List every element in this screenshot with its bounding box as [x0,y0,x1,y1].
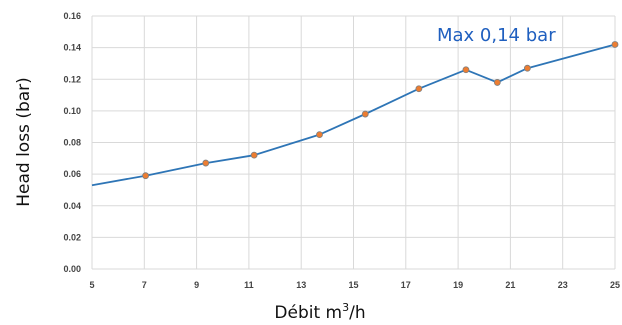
x-tick-label: 7 [142,280,147,290]
x-tick-label: 21 [505,280,515,290]
x-axis-title-sup: 3 [342,301,349,314]
x-axis-title: Débit m3/h [274,301,365,323]
x-axis-ticks: 5 7 9 11 13 15 17 19 21 23 25 [89,280,620,290]
y-tick-label: 0.00 [63,264,81,274]
data-point [250,151,258,159]
y-axis-ticks: 0.00 0.02 0.04 0.06 0.08 0.10 0.12 0.14 0.16 [63,11,81,274]
y-tick-label: 0.12 [63,74,81,84]
series-layer [91,41,619,187]
data-point [361,110,369,118]
y-tick-label: 0.14 [63,43,81,53]
x-tick-label: 19 [453,280,463,290]
x-tick-label: 25 [610,280,620,290]
data-point [142,172,150,180]
y-tick-label: 0.04 [63,201,81,211]
x-axis-title-suffix: /h [349,303,366,323]
data-point [316,131,323,138]
y-tick-label: 0.06 [63,169,81,179]
y-tick-label: 0.16 [63,11,81,21]
y-tick-label: 0.08 [63,138,81,148]
data-point [462,66,470,74]
y-tick-label: 0.10 [63,106,81,116]
x-axis-title-main: Débit m [274,303,342,323]
y-axis-title: Head loss (bar) [14,77,34,207]
data-point [415,85,423,93]
y-tick-label: 0.02 [63,232,81,242]
data-point [202,159,210,167]
x-tick-label: 5 [89,280,94,290]
x-tick-label: 15 [348,280,358,290]
x-tick-label: 9 [194,280,199,290]
x-tick-label: 17 [401,280,411,290]
x-tick-label: 13 [296,280,306,290]
x-tick-label: 23 [558,280,568,290]
data-point [523,64,531,72]
data-point [611,41,619,48]
x-tick-label: 11 [244,280,254,290]
max-annotation: Max 0,14 bar [437,25,556,46]
data-point [493,79,501,86]
grid-lines [91,15,616,270]
